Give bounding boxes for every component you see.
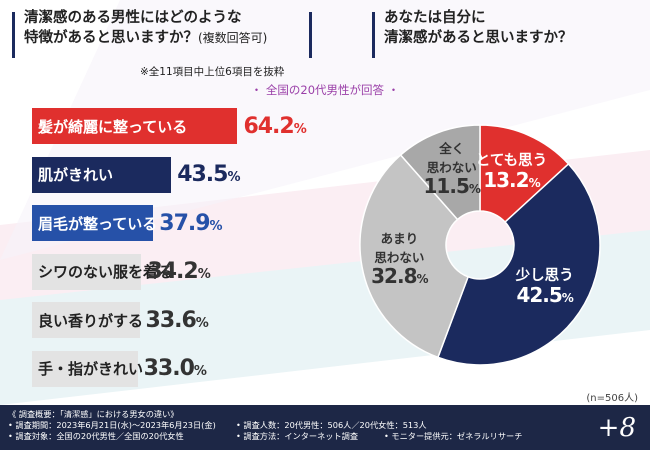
pie-value-unit: % <box>528 176 541 191</box>
bar-category-label: シワのない服を着る <box>38 263 174 281</box>
pie-label: 全く思わない 11.5% <box>402 139 502 199</box>
bar-row: シワのない服を着る 34.2% <box>32 253 211 290</box>
extract-note: ※全11項目中上位6項目を抜粋 <box>140 66 285 78</box>
pie-slice <box>479 124 570 224</box>
bar: シワのない服を着る <box>32 253 173 290</box>
bar-category-label: 眉毛が整っている <box>38 214 158 233</box>
pie-label: あまり思わない 32.8% <box>349 229 449 289</box>
question-right-line2: 清潔感があると思いますか？ <box>384 30 573 46</box>
bar-value-unit: % <box>227 170 240 185</box>
bar-row: 良い香りがする 33.6% <box>32 302 209 338</box>
bar-category-label: 髪が綺麗に整っている <box>38 117 188 136</box>
bar-value-label: 34.2% <box>147 259 211 284</box>
bar-value-label: 64.2% <box>243 113 307 139</box>
footer-people: • 調査人数：20代男性：506人／20代女性：513人 <box>236 420 427 430</box>
pie-category-label: 思わない <box>374 249 425 265</box>
bar-row: 肌がきれい 43.5% <box>32 156 241 193</box>
bar: 髪が綺麗に整っている <box>32 108 238 144</box>
pie-category-label: あまり <box>380 230 419 246</box>
bar-value-unit: % <box>193 364 207 379</box>
pie-label: 少し思う 42.5% <box>495 267 595 308</box>
bar-value-unit: % <box>209 218 223 234</box>
pie-svg <box>359 124 601 366</box>
bar-row: 眉毛が整っている 37.9% <box>32 205 223 241</box>
bar-value-label: 43.5% <box>177 162 240 187</box>
question-left-bar-right <box>309 12 312 58</box>
question-left-bar <box>12 12 15 58</box>
question-right-line1: あなたは自分に <box>384 10 486 26</box>
footer-target: • 調査対象：全国の20代男性／全国の20代女性 <box>8 431 184 441</box>
bar-category-label: 肌がきれい <box>38 166 114 184</box>
footer: 《 調査概要：「清潔感」における男女の違い》 • 調査期間：2023年6月21日… <box>0 405 650 450</box>
pie-slice <box>359 153 470 359</box>
question-left-line1: 清潔感のある男性にはどのような <box>24 10 242 26</box>
question-right-bar <box>372 12 375 58</box>
question-left-line2: 特徴があると思いますか？ <box>24 30 198 46</box>
question-left-note: (複数回答可) <box>198 31 268 45</box>
bar: 手・指がきれい <box>32 350 143 387</box>
pie-category-label: とても思う <box>475 153 548 170</box>
bar: 肌がきれい <box>32 156 172 193</box>
pie-slice <box>399 124 481 221</box>
bar: 良い香りがする <box>32 302 144 338</box>
bar-value-unit: % <box>195 315 209 331</box>
pie-value-label: 32.8% <box>371 263 429 288</box>
pie-slice <box>436 162 601 366</box>
bar-value-unit: % <box>197 267 211 282</box>
bar-value-unit: % <box>293 121 307 137</box>
question-left: 清潔感のある男性にはどのような 特徴があると思いますか？(複数回答可) <box>12 8 312 60</box>
bar-category-label: 良い香りがする <box>38 311 144 330</box>
footer-period: • 調査期間：2023年6月21日(水)～2023年6月23日(金) <box>8 420 216 430</box>
pie-value-label: 11.5% <box>423 174 481 199</box>
bar-value-label: 33.0% <box>143 356 207 381</box>
bar-row: 髪が綺麗に整っている 64.2% <box>32 108 307 144</box>
pie-label: とても思う 13.2% <box>461 152 561 193</box>
bar-value-label: 37.9% <box>159 210 223 236</box>
footer-overview: 《 調査概要：「清潔感」における男女の違い》 <box>8 409 179 419</box>
pie-value-label: 42.5% <box>516 283 574 308</box>
bar-category-label: 手・指がきれい <box>38 360 144 378</box>
brand-logo: +8 <box>597 413 636 443</box>
pie-value-unit: % <box>561 291 574 306</box>
subhead: ・ 全国の20代男性が回答 ・ <box>250 83 400 97</box>
pie-chart: とても思う 13.2% 少し思う 42.5% あまり 思わない 32.8% 全く 思わない 11.… <box>340 105 620 385</box>
pie-value-unit: % <box>468 182 481 197</box>
question-right: あなたは自分に 清潔感があると思いますか？ <box>372 8 602 60</box>
pie-category-label: 少し思う <box>515 268 574 285</box>
footer-method: • 調査方法：インターネット調査 <box>236 431 359 441</box>
bar-value-label: 33.6% <box>145 307 209 333</box>
footer-provider: • モニター提供元：ゼネラルリサーチ <box>384 431 523 441</box>
bar-row: 手・指がきれい 33.0% <box>32 350 207 387</box>
pie-value-label: 13.2% <box>483 168 541 193</box>
pie-category-label: 全く <box>439 141 465 157</box>
sample-size-note: (n=506人) <box>586 393 638 404</box>
pie-category-label: 思わない <box>426 160 477 176</box>
pie-value-unit: % <box>416 271 429 286</box>
bar: 眉毛が整っている <box>32 205 157 241</box>
